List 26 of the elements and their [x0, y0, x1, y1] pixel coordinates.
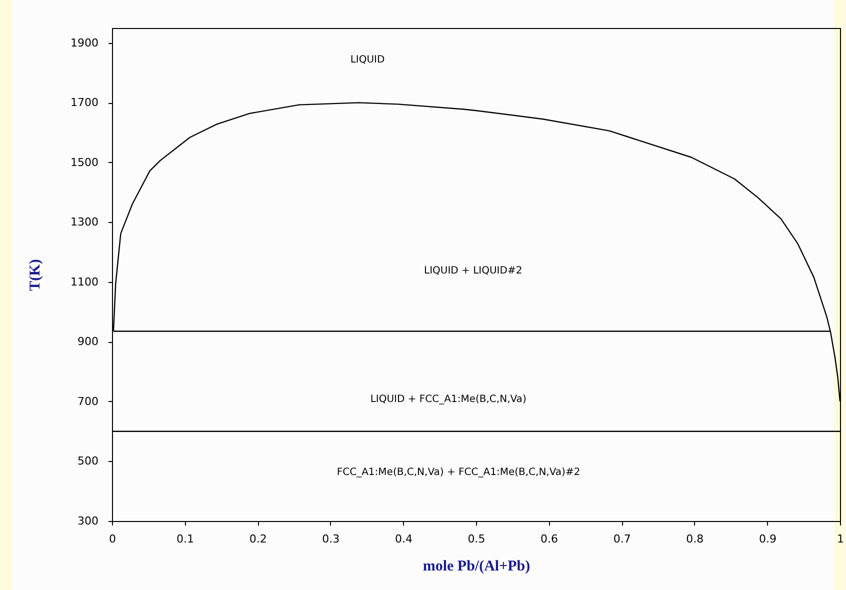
- x-tick-label: 0.6: [540, 532, 558, 546]
- x-tick-label: 0.5: [468, 532, 486, 546]
- y-tick-label: 1500: [70, 156, 98, 169]
- x-axis-title: mole Pb/(Al+Pb): [422, 558, 530, 574]
- x-tick-label: 0.2: [249, 532, 267, 546]
- y-tick-label: 500: [78, 454, 98, 468]
- x-tick-label: 1: [837, 532, 844, 546]
- x-tick-label: 0: [109, 532, 116, 546]
- x-tick-label: 0.7: [613, 532, 631, 546]
- y-tick-label: 1900: [70, 36, 98, 50]
- x-tick-label: 0.3: [322, 532, 340, 546]
- y-tick-label: 1100: [70, 275, 98, 288]
- y-tick-label: 700: [78, 394, 98, 408]
- y-tick-label: 1700: [70, 96, 98, 110]
- annotation: FCC_A1:Me(B,C,N,Va) + FCC_A1:Me(B,C,N,Va)#2: [336, 467, 580, 478]
- y-tick-label: 300: [78, 514, 98, 528]
- x-tick-label: 0.8: [686, 532, 704, 546]
- y-tick-label: 900: [78, 335, 98, 348]
- x-tick-label: 0.4: [394, 532, 412, 546]
- y-tick-label: 1300: [70, 216, 98, 229]
- x-tick-label: 0.9: [758, 532, 776, 546]
- x-tick-label: 0.1: [176, 532, 194, 546]
- annotation: LIQUID: [350, 54, 385, 66]
- annotation: LIQUID + LIQUID#2: [424, 266, 522, 277]
- annotation: LIQUID + FCC_A1:Me(B,C,N,Va): [370, 394, 526, 406]
- y-axis-title: T(K): [28, 259, 44, 291]
